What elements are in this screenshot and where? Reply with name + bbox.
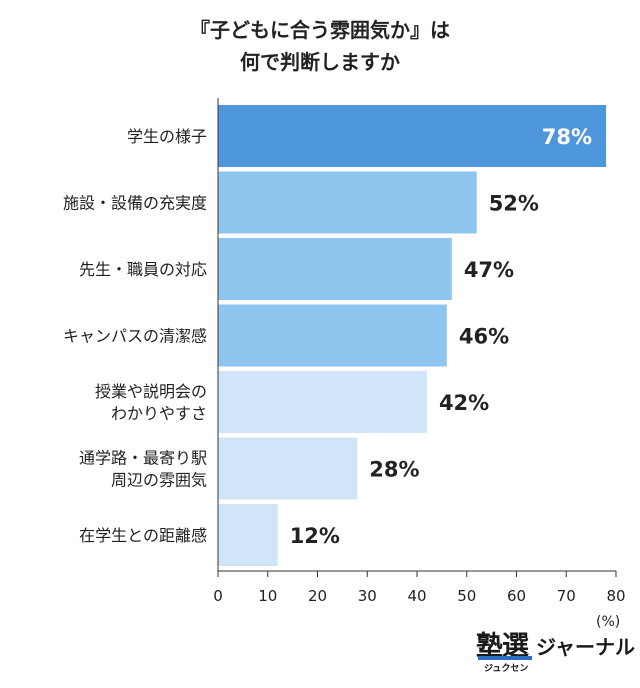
bar-4	[218, 304, 447, 367]
category-label-7: 在学生との距離感	[79, 526, 207, 545]
axis-unit-label: (%)	[596, 614, 621, 630]
value-label-4: 46%	[459, 325, 509, 349]
title-line-1: 『子どもに合う雰囲気か』は	[190, 18, 450, 42]
logo-kana: ジャーナル	[536, 635, 635, 659]
bar-3	[218, 238, 452, 300]
value-label-3: 47%	[464, 258, 514, 282]
x-tick-label-40: 40	[407, 587, 426, 605]
bar-6	[218, 437, 358, 500]
value-label-2: 52%	[489, 192, 539, 216]
title-line-2: 何で判断しますか	[240, 50, 400, 74]
chart-title: 『子どもに合う雰囲気か』は 何で判断しますか	[0, 14, 640, 78]
value-label-1: 78%	[542, 125, 592, 149]
x-tick-label-60: 60	[507, 587, 526, 605]
x-tick-label-10: 10	[258, 587, 277, 605]
bar-7	[218, 504, 278, 566]
bar-2	[218, 171, 477, 234]
category-label-5: 授業や説明会のわかりやすさ	[95, 382, 207, 423]
category-label-2: 施設・設備の充実度	[63, 194, 207, 213]
x-tick-label-20: 20	[308, 587, 327, 605]
x-tick-label-50: 50	[457, 587, 476, 605]
brand-logo: 塾選 ジュクセン ジャーナル	[476, 624, 635, 674]
logo-underline	[478, 656, 532, 660]
x-tick-label-30: 30	[358, 587, 377, 605]
x-tick-label-80: 80	[606, 587, 625, 605]
category-label-4: キャンパスの清潔感	[63, 327, 207, 346]
bar-5	[218, 371, 427, 433]
category-label-1: 学生の様子	[127, 127, 207, 146]
category-label-6: 通学路・最寄り駅周辺の雰囲気	[79, 449, 207, 490]
x-tick-label-70: 70	[557, 587, 576, 605]
bar-1	[218, 105, 607, 167]
x-tick-label-0: 0	[213, 587, 223, 605]
logo-sub: ジュクセン	[484, 664, 529, 674]
category-label-3: 先生・職員の対応	[79, 260, 207, 279]
value-label-6: 28%	[369, 458, 419, 482]
value-label-7: 12%	[290, 524, 340, 548]
value-label-5: 42%	[439, 391, 489, 415]
